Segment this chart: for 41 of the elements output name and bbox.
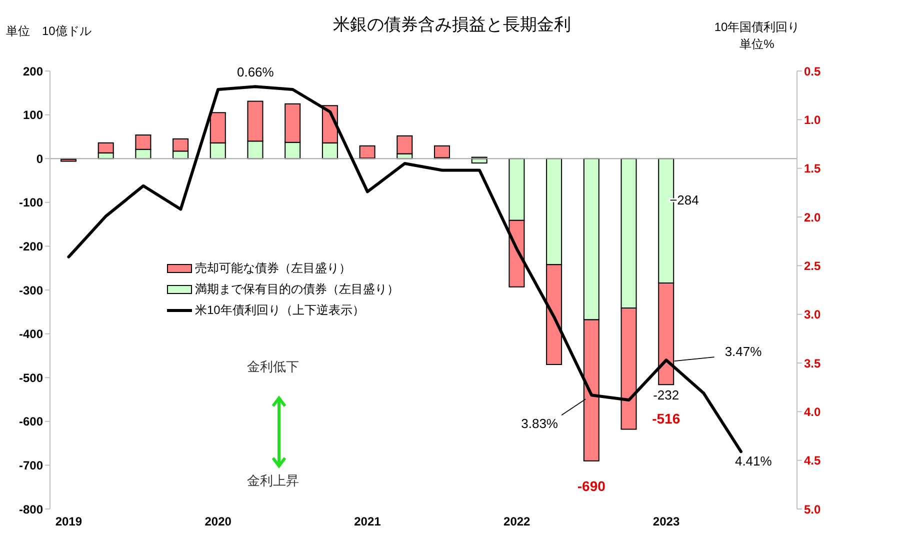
y-tick-label: -400 — [18, 327, 44, 342]
data-label: 0.66% — [236, 64, 274, 80]
data-label: 4.41% — [734, 453, 772, 468]
x-tick-label: 2020 — [204, 514, 232, 529]
legend-label: 米10年債利回り（上下逆表示） — [195, 302, 364, 319]
y2-tick-label: 1.0 — [804, 112, 822, 127]
y-tick-label: -500 — [18, 370, 44, 385]
y-tick-label: -100 — [18, 196, 44, 210]
y-tick-label: 0 — [36, 152, 44, 166]
y-tick-label: -300 — [18, 283, 44, 298]
data-label: 3.47% — [724, 344, 762, 359]
y2-tick-label: 5.0 — [804, 502, 822, 516]
x-tick-label: 2023 — [652, 514, 680, 529]
y-tick-label: -600 — [18, 414, 44, 429]
y2-tick-label: 2.5 — [804, 258, 822, 273]
y2-tick-label: 4.0 — [804, 404, 822, 419]
y2-tick-label: 4.5 — [804, 454, 822, 468]
x-tick-label: 2021 — [354, 514, 382, 529]
y-tick-label: -200 — [18, 239, 44, 254]
y2-tick-label: 2.0 — [804, 210, 822, 224]
y-tick-label: 100 — [22, 108, 44, 122]
y2-tick-label: 3.5 — [804, 356, 822, 370]
data-label: 3.83% — [521, 416, 558, 431]
x-tick-label: 2019 — [55, 514, 82, 529]
y-tick-label: 200 — [22, 64, 44, 78]
annotation: 金利低下 — [247, 359, 299, 376]
data-label: -232 — [653, 387, 680, 402]
x-tick-label: 2022 — [504, 514, 531, 529]
chart-title: 米銀の債券含み損益と長期金利 — [333, 14, 571, 36]
y-axis-title: 単位 10億ドル — [6, 23, 92, 40]
annotation: 金利上昇 — [247, 473, 299, 490]
legend-label: 売却可能な債券（左目盛り） — [195, 260, 351, 277]
y2-tick-label: 0.5 — [804, 64, 822, 78]
y2-tick-label: 1.5 — [804, 162, 822, 176]
y-tick-label: -700 — [18, 458, 44, 472]
y-tick-label: -800 — [18, 502, 44, 516]
legend-label: 満期まで保有目的の債券（左目盛り） — [195, 281, 399, 298]
y2-tick-label: 3.0 — [804, 308, 822, 322]
total-label: -690 — [577, 478, 606, 494]
total-label: -516 — [652, 410, 680, 427]
y2-axis-title: 10年国債利回り単位% — [713, 19, 801, 53]
